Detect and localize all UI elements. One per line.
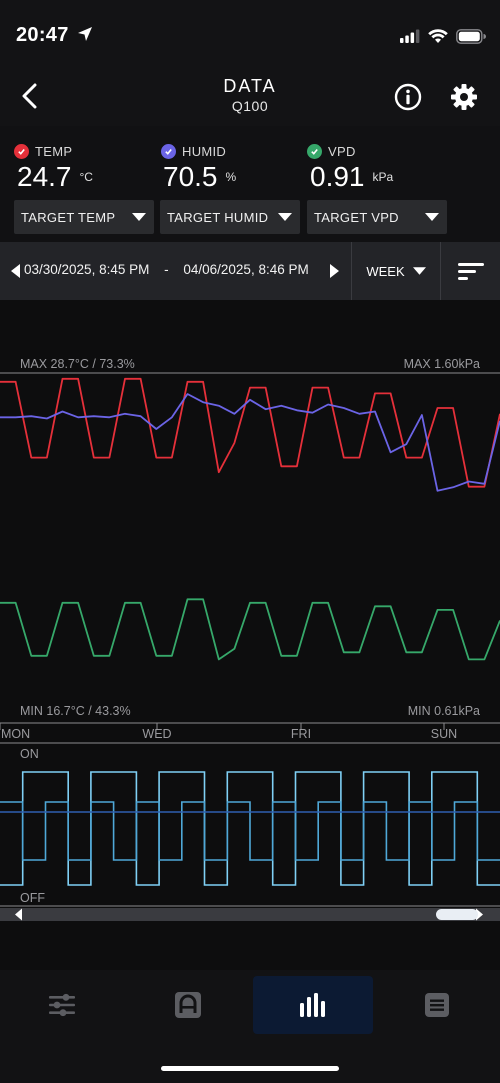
date-range-bar: 03/30/2025, 8:45 PM - 04/06/2025, 8:46 P… [0, 242, 500, 300]
prev-range-icon[interactable] [11, 264, 20, 278]
temp-label: TEMP [35, 144, 73, 159]
env-series-group [0, 377, 500, 661]
vpd-label: VPD [328, 144, 356, 159]
target-vpd-dropdown[interactable]: TARGET VPD [307, 200, 447, 234]
target-humid-dropdown[interactable]: TARGET HUMID [160, 200, 300, 234]
caret-down-icon [412, 267, 426, 275]
x-tick-label: WED [142, 727, 171, 741]
info-button[interactable] [390, 79, 426, 115]
list-icon [425, 993, 449, 1017]
min-label-right: MIN 0.61kPa [408, 704, 480, 718]
target-temp-dropdown[interactable]: TARGET TEMP [14, 200, 154, 234]
readings-panel: TEMP 24.7 °C HUMID 70.5% VPD 0.91 kPa TARG… [0, 126, 500, 242]
temp-check-icon [14, 144, 29, 159]
off-label: OFF [20, 891, 45, 905]
series-line-temp [0, 377, 500, 488]
info-icon [394, 83, 422, 111]
onoff-series-group [0, 771, 500, 886]
mode-a-icon [175, 992, 201, 1018]
status-time: 20:47 [16, 24, 93, 47]
gear-icon [451, 84, 477, 110]
period-dropdown[interactable]: WEEK [351, 242, 441, 300]
onoff-line-device-1 [0, 771, 500, 886]
humid-unit: % [225, 169, 237, 184]
humid-label: HUMID [182, 144, 227, 159]
humid-check-icon [161, 144, 176, 159]
caret-down-icon [132, 213, 146, 221]
vpd-unit: kPa [372, 169, 394, 184]
humid-reading: HUMID 70.5% [161, 144, 236, 193]
x-tick-label: SUN [431, 727, 457, 741]
back-button[interactable] [12, 78, 48, 114]
sort-lines-icon [458, 263, 484, 280]
scroll-thumb[interactable] [436, 909, 478, 920]
caret-down-icon [425, 213, 439, 221]
vpd-reading: VPD 0.91 kPa [307, 144, 393, 193]
series-line-humid [0, 393, 500, 492]
temp-unit: °C [79, 169, 93, 184]
caret-down-icon [278, 213, 292, 221]
tab-mode[interactable] [128, 976, 248, 1034]
cellular-signal-icon [400, 29, 420, 43]
bar-chart-icon [300, 993, 325, 1017]
humid-value: 70.5 [163, 161, 218, 192]
battery-icon [456, 28, 486, 44]
home-indicator [161, 1066, 339, 1071]
x-axis-ticks: MON WED FRI SUN [0, 723, 457, 741]
tab-data[interactable] [253, 976, 373, 1034]
status-icons [400, 26, 486, 46]
bottom-tab-bar [0, 970, 500, 1083]
settings-button[interactable] [446, 79, 482, 115]
scroll-track[interactable] [0, 908, 500, 921]
chevron-left-icon [22, 83, 37, 109]
max-label-left: MAX 28.7°C / 73.3% [20, 357, 135, 371]
temp-value: 24.7 [17, 161, 72, 192]
tab-controls[interactable] [2, 976, 122, 1034]
page-title: DATA [223, 76, 277, 96]
onoff-line-device-2 [0, 801, 500, 861]
header: DATA Q100 [0, 70, 500, 126]
device-name: Q100 [231, 98, 269, 114]
next-range-icon[interactable] [330, 264, 339, 278]
x-tick-label: MON [1, 727, 30, 741]
vpd-value: 0.91 [310, 161, 365, 192]
min-label-left: MIN 16.7°C / 43.3% [20, 704, 131, 718]
max-label-right: MAX 1.60kPa [404, 357, 480, 371]
scroll-right-icon[interactable] [476, 908, 483, 921]
date-range-text[interactable]: 03/30/2025, 8:45 PM - 04/06/2025, 8:46 P… [24, 262, 309, 277]
status-bar: 20:47 [0, 0, 500, 70]
location-arrow-icon [77, 27, 92, 41]
x-tick-label: FRI [291, 727, 311, 741]
chart-area[interactable]: MAX 28.7°C / 73.3% MAX 1.60kPa MIN 16.7°… [0, 300, 500, 970]
temp-reading: TEMP 24.7 °C [14, 144, 93, 193]
sliders-icon [49, 993, 75, 1017]
tab-log[interactable] [377, 976, 497, 1034]
vpd-check-icon [307, 144, 322, 159]
on-label: ON [20, 747, 39, 761]
series-line-vpd [0, 598, 500, 661]
scroll-left-icon[interactable] [15, 908, 22, 921]
wifi-icon [428, 28, 448, 43]
sort-filter-button[interactable] [442, 242, 500, 300]
environment-chart[interactable]: MAX 28.7°C / 73.3% MAX 1.60kPa MIN 16.7°… [0, 300, 500, 970]
